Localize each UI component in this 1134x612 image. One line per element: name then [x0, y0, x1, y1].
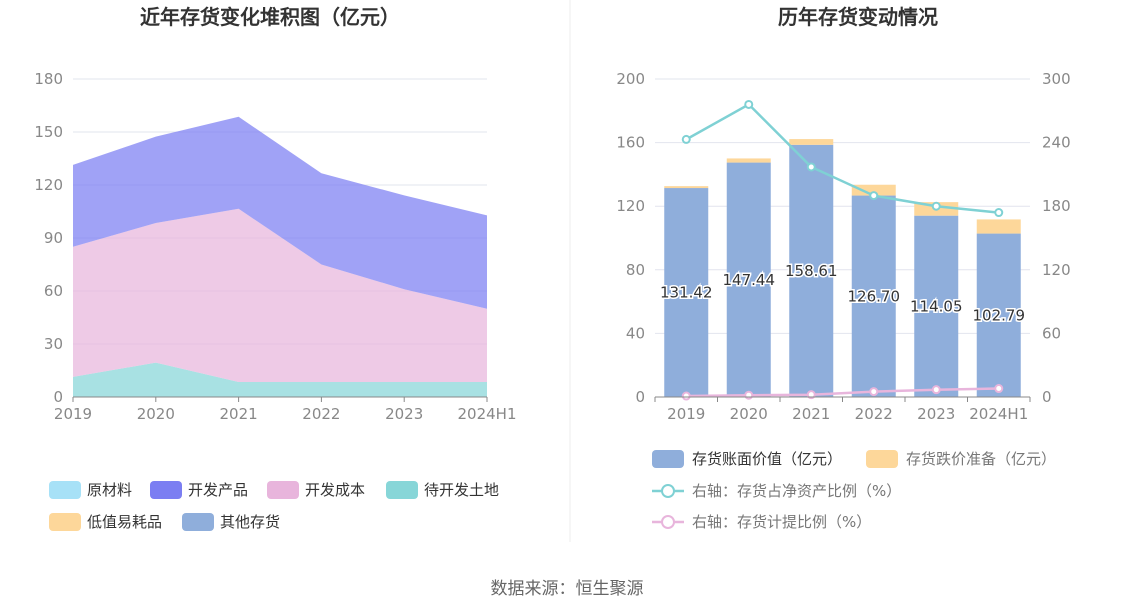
- line-point-1: [994, 384, 1004, 394]
- bar-value-label: 131.42: [660, 284, 713, 302]
- right-axes: 0 40 80 120 160 200 0 60 120 180 240 300 2019 2020 202…: [616, 70, 1070, 423]
- right-y-right-tick-label: 300: [1042, 70, 1071, 88]
- left-y-tick-label: 30: [44, 335, 63, 353]
- legend-swatch: [182, 513, 214, 531]
- right-line-series: [681, 99, 1004, 401]
- right-legend-label: 右轴：存货占净资产比例（%）: [692, 482, 901, 500]
- right-legend: 存货账面价值（亿元） 存货跌价准备（亿元） 右轴：存货占净资产比例（%） 右轴：存货计…: [652, 450, 1056, 531]
- left-x-tick-label: 2019: [54, 405, 92, 423]
- right-y-left-tick-label: 200: [616, 70, 645, 88]
- line-series-1: [686, 387, 999, 398]
- line-point-0: [681, 134, 691, 144]
- line-point-0: [806, 162, 816, 172]
- right-y-left-tick-label: 80: [626, 261, 645, 279]
- right-y-left-tick-label: 0: [635, 388, 645, 406]
- right-x-tick-label: 2022: [855, 405, 893, 423]
- left-axes: 0 30 60 90 120 150 180 2019 2020 2021 2022 2023 2024…: [34, 70, 516, 423]
- bar-segment-0: [789, 144, 834, 397]
- legend-label: 其他存货: [220, 513, 280, 531]
- bar-segment-0: [976, 233, 1021, 397]
- right-y-right-tick-label: 240: [1042, 134, 1071, 152]
- bar-segment-0: [914, 215, 959, 397]
- right-x-tick-label: 2019: [667, 405, 705, 423]
- left-y-tick-label: 0: [53, 388, 63, 406]
- legend-label: 低值易耗品: [87, 513, 162, 531]
- right-legend-marker: [661, 515, 675, 529]
- left-y-tick-label: 180: [34, 70, 63, 88]
- right-x-tick-label: 2021: [792, 405, 830, 423]
- legend-label: 待开发土地: [424, 481, 499, 499]
- bar-value-label: 102.79: [973, 306, 1026, 324]
- area-series-1: [73, 362, 487, 397]
- right-legend-swatch: [652, 450, 684, 468]
- area-series-3: [73, 116, 487, 309]
- right-legend-label: 存货跌价准备（亿元）: [906, 450, 1056, 468]
- right-y-right-tick-label: 120: [1042, 261, 1071, 279]
- left-x-tick-label: 2024H1: [458, 405, 517, 423]
- legend-swatch: [49, 513, 81, 531]
- right-x-tick-label: 2024H1: [969, 405, 1028, 423]
- line-point-1: [681, 391, 691, 401]
- line-series-0: [685, 102, 999, 214]
- left-y-tick-label: 150: [34, 123, 63, 141]
- legend-label: 原材料: [87, 481, 132, 499]
- line-point-1: [806, 390, 816, 400]
- bar-segment-0: [726, 162, 771, 397]
- right-y-right-tick-label: 0: [1042, 388, 1052, 406]
- bar-value-label: 126.70: [848, 287, 901, 305]
- bar-segment-0: [851, 195, 896, 397]
- legend-swatch: [267, 481, 299, 499]
- right-y-left-tick-label: 160: [616, 134, 645, 152]
- line-point-0: [931, 201, 941, 211]
- right-y-left-tick-label: 120: [616, 197, 645, 215]
- right-x-tick-label: 2023: [917, 405, 955, 423]
- left-x-tick-label: 2020: [137, 405, 175, 423]
- left-y-tick-label: 120: [34, 176, 63, 194]
- bar-segment-1: [664, 186, 709, 189]
- right-x-tick-label: 2020: [730, 405, 768, 423]
- bar-segment-1: [976, 219, 1021, 234]
- left-chart-title: 近年存货变化堆积图（亿元）: [140, 5, 400, 29]
- line-point-0: [994, 208, 1004, 218]
- right-y-right-tick-label: 180: [1042, 197, 1071, 215]
- left-x-tick-label: 2022: [302, 405, 340, 423]
- right-legend-marker: [661, 484, 675, 498]
- right-legend-label: 右轴：存货计提比例（%）: [692, 513, 871, 531]
- bar-segment-1: [851, 184, 896, 196]
- line-point-1: [869, 387, 879, 397]
- left-y-tick-label: 60: [44, 282, 63, 300]
- legend-swatch: [150, 481, 182, 499]
- line-point-1: [931, 385, 941, 395]
- line-point-0: [869, 191, 879, 201]
- bar-segment-0: [664, 188, 709, 397]
- right-y-left-tick-label: 40: [626, 324, 645, 342]
- legend-label: 开发产品: [188, 481, 248, 499]
- bar-segment-1: [789, 139, 834, 145]
- legend-label: 开发成本: [305, 481, 365, 499]
- right-chart-title: 历年存货变动情况: [778, 5, 938, 29]
- right-legend-swatch: [866, 450, 898, 468]
- bar-value-label: 114.05: [910, 297, 963, 315]
- line-point-1: [744, 390, 754, 400]
- bar-value-label: 158.61: [785, 262, 838, 280]
- legend-swatch: [386, 481, 418, 499]
- left-x-tick-label: 2021: [220, 405, 258, 423]
- legend-swatch: [49, 481, 81, 499]
- left-x-tick-label: 2023: [385, 405, 423, 423]
- left-area-series: [73, 116, 487, 397]
- right-y-right-tick-label: 60: [1042, 324, 1061, 342]
- line-point-0: [744, 99, 754, 109]
- left-y-tick-label: 90: [44, 229, 63, 247]
- area-series-2: [73, 208, 487, 382]
- right-bar-series: 131.42 147.44 158.61 126.70 114.05 102.79: [659, 139, 1027, 397]
- bar-segment-1: [726, 158, 771, 163]
- stacked-area-chart: 近年存货变化堆积图（亿元） 0 30 60 90 120 150 180 2019 2020 20…: [34, 5, 517, 531]
- right-legend-label: 存货账面价值（亿元）: [692, 450, 842, 468]
- bar-value-label: 147.44: [723, 271, 776, 289]
- data-source-note: 数据来源：恒生聚源: [490, 579, 644, 599]
